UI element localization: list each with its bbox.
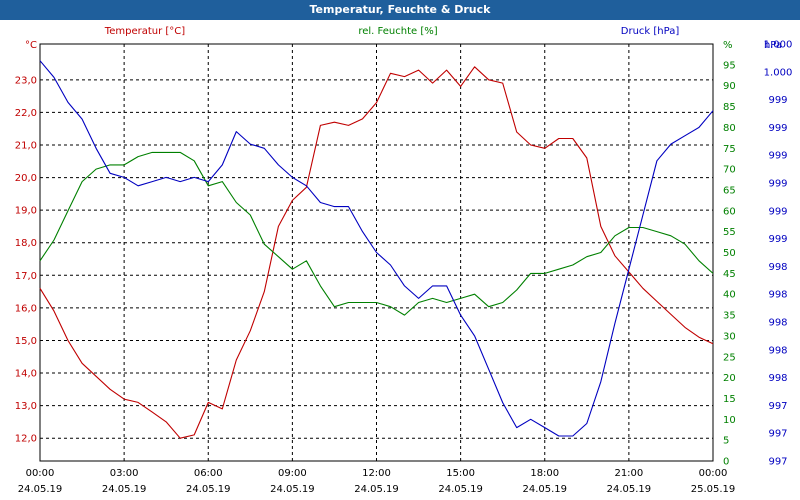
temperature-tick-label: 23,0: [15, 75, 37, 86]
humidity-tick-label: 35: [723, 311, 736, 322]
temperature-tick-label: 12,0: [15, 434, 37, 445]
x-tick-date: 25.05.19: [691, 484, 736, 495]
x-tick-time: 00:00: [699, 468, 728, 479]
temperature-axis-label: Temperatur [°C]: [104, 26, 185, 37]
temperature-tick-label: 15,0: [15, 336, 37, 347]
series-lines: [39, 60, 714, 439]
pressure-tick-label: 999: [768, 234, 787, 245]
temperature-series-line: [39, 66, 714, 439]
pressure-tick-label: 998: [768, 373, 787, 384]
temperature-unit: °C: [25, 40, 37, 51]
humidity-tick-label: 95: [723, 60, 736, 71]
pressure-tick-label: 999: [768, 95, 787, 106]
pressure-tick-label: 999: [768, 151, 787, 162]
temperature-tick-label: 21,0: [15, 140, 37, 151]
humidity-tick-label: 85: [723, 102, 736, 113]
x-tick-time: 15:00: [446, 468, 475, 479]
humidity-tick-label: 65: [723, 185, 736, 196]
x-tick-date: 24.05.19: [607, 484, 652, 495]
x-tick-date: 24.05.19: [522, 484, 567, 495]
pressure-tick-label: 998: [768, 290, 787, 301]
pressure-unit: hPa: [764, 40, 782, 51]
humidity-tick-label: 25: [723, 352, 736, 363]
pressure-tick-label: 997: [768, 401, 787, 412]
humidity-tick-label: 30: [723, 331, 736, 342]
x-tick-time: 03:00: [110, 468, 139, 479]
x-tick-date: 24.05.19: [270, 484, 315, 495]
pressure-tick-label: 1.000: [764, 40, 793, 51]
x-tick-date: 24.05.19: [18, 484, 63, 495]
humidity-tick-label: 55: [723, 227, 736, 238]
pressure-tick-label: 998: [768, 318, 787, 329]
humidity-tick-label: 40: [723, 290, 736, 301]
grid: [40, 44, 713, 461]
humidity-series-line: [39, 151, 714, 316]
pressure-tick-label: 999: [768, 179, 787, 190]
pressure-tick-label: 999: [768, 206, 787, 217]
pressure-axis-label: Druck [hPa]: [621, 26, 680, 37]
humidity-tick-label: 20: [723, 373, 736, 384]
humidity-axis-label: rel. Feuchte [%]: [358, 26, 437, 37]
pressure-tick-label: 997: [768, 457, 787, 468]
x-tick-date: 24.05.19: [438, 484, 483, 495]
temperature-tick-label: 19,0: [15, 206, 37, 217]
pressure-tick-label: 997: [768, 429, 787, 440]
x-tick-date: 24.05.19: [354, 484, 399, 495]
humidity-unit: %: [723, 40, 733, 51]
x-tick-date: 24.05.19: [186, 484, 231, 495]
humidity-tick-label: 45: [723, 269, 736, 280]
humidity-tick-label: 10: [723, 415, 736, 426]
temperature-tick-label: 22,0: [15, 108, 37, 119]
temperature-tick-label: 18,0: [15, 238, 37, 249]
x-tick-time: 00:00: [26, 468, 55, 479]
x-tick-time: 06:00: [194, 468, 223, 479]
temperature-tick-label: 14,0: [15, 369, 37, 380]
x-tick-time: 09:00: [278, 468, 307, 479]
humidity-tick-label: 0: [723, 457, 729, 468]
x-tick-time: 21:00: [614, 468, 643, 479]
humidity-tick-label: 80: [723, 123, 736, 134]
humidity-tick-label: 5: [723, 436, 729, 447]
pressure-tick-label: 1.000: [764, 67, 793, 78]
x-tick-labels: 00:00 24.05.19 03:00 24.05.19 06:00 24.05.19 0…: [18, 468, 736, 495]
x-tick-date: 24.05.19: [102, 484, 147, 495]
temperature-tick-label: 13,0: [15, 401, 37, 412]
pressure-series-line: [39, 60, 714, 437]
humidity-tick-label: 60: [723, 206, 736, 217]
humidity-tick-label: 75: [723, 144, 736, 155]
chart-title: Temperatur, Feuchte & Druck: [0, 0, 800, 20]
x-tick-time: 18:00: [530, 468, 559, 479]
humidity-tick-label: 90: [723, 81, 736, 92]
humidity-tick-label: 50: [723, 248, 736, 259]
temperature-tick-label: 16,0: [15, 303, 37, 314]
temperature-tick-label: 20,0: [15, 173, 37, 184]
humidity-tick-label: 70: [723, 165, 736, 176]
pressure-tick-label: 998: [768, 262, 787, 273]
humidity-tick-label: 15: [723, 394, 736, 405]
pressure-tick-label: 999: [768, 123, 787, 134]
temperature-tick-label: 17,0: [15, 271, 37, 282]
axis-labels: 12,0 13,0 14,0 15,0 16,0 17,0 18,0 19,0 20,0 21,0…: [15, 26, 793, 468]
pressure-tick-label: 998: [768, 345, 787, 356]
x-tick-time: 12:00: [362, 468, 391, 479]
